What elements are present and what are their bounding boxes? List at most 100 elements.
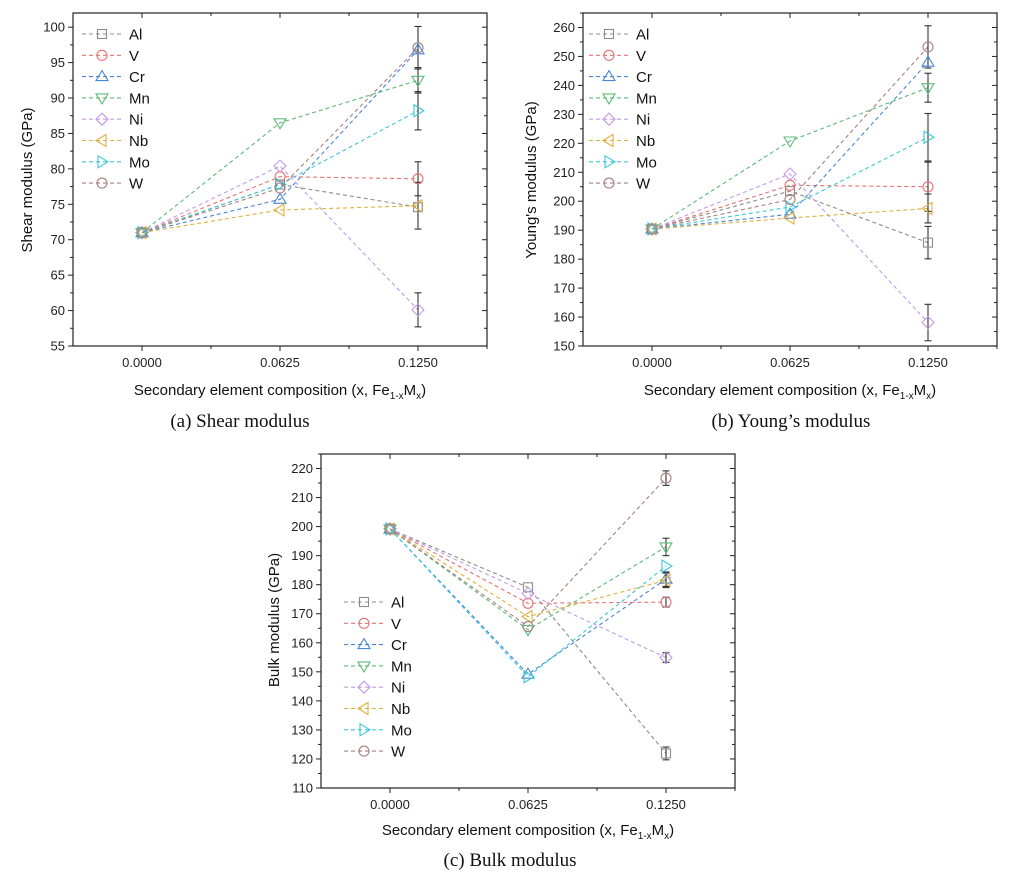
y-tick-label: 90 (51, 91, 65, 106)
legend-label-mn: Mn (636, 90, 657, 107)
x-axis-title-text: Secondary element composition (x, Fe (382, 822, 638, 839)
y-tick-label: 220 (553, 136, 575, 151)
data-point-mo (137, 225, 150, 240)
x-axis-title-text: Secondary element composition (x, Fe (644, 382, 900, 399)
data-point-v (660, 596, 672, 608)
legend-marker-nb (94, 133, 107, 148)
y-tick-label: 110 (292, 781, 313, 796)
legend-label-mo: Mo (129, 154, 150, 171)
x-tick-label: 0.0000 (632, 355, 672, 370)
x-tick-label: 0.0625 (508, 797, 548, 812)
y-axis-title-bulk: Bulk modulus (GPa) (266, 553, 283, 687)
legend-marker-al (603, 28, 615, 40)
x-axis-title-bulk: Secondary element composition (x, Fe1-xM… (382, 822, 674, 842)
legend-marker-v (96, 49, 108, 61)
series-line-ni (141, 165, 419, 311)
data-point-cr (921, 55, 935, 67)
data-point-nb (644, 222, 657, 236)
legend-marker-ni (357, 680, 371, 694)
legend-label-nb: Nb (391, 701, 410, 718)
x-axis-title-sub: x (416, 391, 421, 402)
legend-label-cr: Cr (636, 69, 652, 86)
legend-label-al: Al (391, 595, 404, 612)
legend-label-al: Al (636, 27, 649, 44)
y-tick-label: 190 (553, 223, 575, 238)
legend-marker-al (96, 28, 108, 40)
y-tick-label: 250 (553, 49, 575, 64)
y-tick-label: 200 (553, 194, 575, 209)
series-line-w (389, 477, 667, 628)
legend: Al V Cr Mn Ni Nb Mo W (344, 595, 412, 761)
data-point-mo (413, 103, 426, 118)
x-axis-title-sub: 1-x (638, 831, 652, 842)
y-tick-label: 95 (51, 55, 65, 70)
data-point-mn (659, 542, 673, 555)
x-axis-title-text: Secondary element composition (x, Fe (134, 382, 390, 399)
data-point-ni (783, 167, 797, 181)
legend-label-v: V (636, 48, 646, 65)
series-line-nb (389, 528, 667, 618)
data-point-cr (273, 192, 287, 204)
x-axis-title-youngs: Secondary element composition (x, Fe1-xM… (644, 382, 936, 402)
x-tick-label: 0.1250 (646, 797, 686, 812)
caption-youngs-modulus: (b) Young’s modulus (712, 411, 871, 432)
y-tick-label: 210 (291, 490, 313, 505)
legend-label-nb: Nb (636, 133, 655, 150)
y-tick-label: 170 (291, 606, 313, 621)
legend-marker-w (603, 177, 615, 189)
y-tick-label: 160 (553, 310, 575, 325)
data-point-w (384, 523, 396, 535)
series-line-al (141, 183, 419, 234)
data-point-nb (520, 609, 533, 624)
data-point-v (922, 181, 934, 193)
y-tick-label: 180 (553, 252, 575, 267)
legend-marker-v (358, 617, 370, 629)
legend-marker-mn (357, 661, 371, 673)
data-point-ni (411, 303, 425, 317)
legend-label-ni: Ni (391, 680, 405, 697)
y-axis-title-shear: Shear modulus (GPa) (19, 107, 36, 252)
data-point-ni (273, 159, 287, 173)
legend-label-cr: Cr (129, 69, 145, 86)
legend-marker-v (603, 49, 615, 61)
data-point-mn (273, 118, 287, 130)
legend-marker-mo (97, 154, 110, 169)
y-tick-label: 80 (51, 161, 65, 176)
data-point-mn (411, 75, 425, 88)
x-axis-title-shear: Secondary element composition (x, Fe1-xM… (134, 382, 426, 402)
data-point-w (412, 42, 424, 54)
legend-marker-ni (602, 112, 616, 126)
series-line-cr (651, 61, 929, 230)
legend-label-w: W (391, 744, 406, 761)
data-point-al (784, 186, 796, 197)
data-point-nb (410, 198, 423, 213)
legend-marker-mo (359, 722, 372, 737)
legend-marker-al (358, 596, 370, 608)
y-tick-label: 210 (553, 165, 575, 180)
legend-marker-nb (601, 133, 614, 148)
y-tick-label: 140 (291, 693, 313, 708)
x-axis-title-sub: 1-x (390, 391, 404, 402)
y-tick-label: 100 (43, 20, 65, 35)
data-point-w (136, 227, 148, 239)
series-line-w (141, 47, 419, 234)
legend-marker-w (96, 177, 108, 189)
x-axis-title-sub: x (664, 831, 669, 842)
panel-youngs-modulus: (b) Young’s modulus Young's modulus (GPa… (523, 12, 998, 432)
data-point-ni (921, 315, 935, 330)
x-axis-title-text: M (404, 382, 417, 399)
legend-marker-mn (602, 93, 616, 105)
series-line-mo (651, 136, 929, 230)
legend-label-w: W (129, 176, 144, 193)
y-tick-label: 230 (553, 107, 575, 122)
y-tick-label: 65 (51, 268, 65, 283)
series-line-ni (389, 528, 667, 659)
x-axis-title-text: M (652, 822, 665, 839)
x-tick-label: 0.0625 (770, 355, 810, 370)
data-point-cr (411, 42, 425, 55)
legend-label-mn: Mn (391, 658, 412, 675)
legend-label-mo: Mo (636, 154, 657, 171)
data-point-ni (659, 650, 673, 665)
data-point-mo (647, 222, 660, 236)
y-tick-label: 60 (51, 303, 65, 318)
